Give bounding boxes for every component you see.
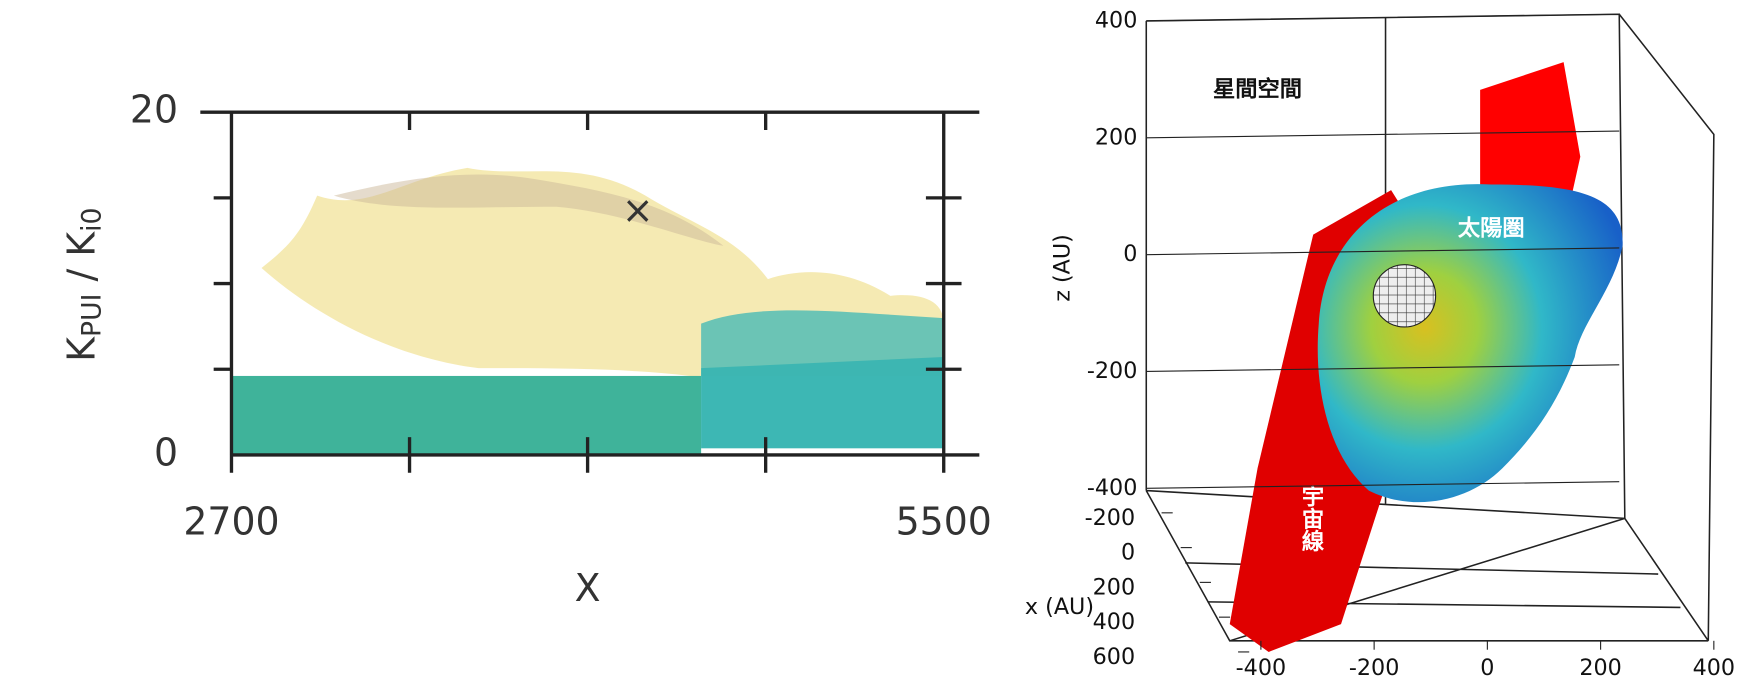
y-tick-label: 20: [130, 88, 178, 132]
sun-sphere: [1372, 264, 1437, 328]
x-tick-label: 5500: [896, 499, 992, 543]
x-tick-label: 2700: [183, 499, 279, 543]
background-band: [231, 375, 702, 455]
y-tick-label: 400: [1693, 655, 1735, 681]
pui-halo: [333, 174, 724, 246]
x-tick-label: 600: [1093, 644, 1135, 670]
z-grid-line: [1146, 364, 1620, 373]
z-tick-label: 200: [1095, 124, 1137, 150]
z-grid-line: [1146, 130, 1620, 139]
x-axis-label: X: [575, 566, 601, 610]
y-tick-label: -400: [1236, 655, 1287, 681]
y-axis-label: KPUI / Ki0: [59, 208, 107, 362]
right-panel: 星間空間 太陽圏 宇宙線 z (AU) x (AU) 400 200 0 -200 -4…: [1025, 7, 1735, 681]
y-tick-label: -200: [1349, 655, 1400, 681]
left-panel: × X KPUI / Ki0 2700 5500 0 20: [59, 88, 992, 611]
z-grid-line: [1146, 13, 1620, 22]
frame: [200, 110, 980, 457]
z-tick-label: 0: [1123, 241, 1137, 267]
x-tick-label: 200: [1093, 574, 1135, 600]
y-tick-label: 200: [1579, 655, 1621, 681]
z-tick-label: -400: [1087, 475, 1137, 501]
label-bg: [1151, 58, 1366, 120]
x-tick-label: 400: [1093, 609, 1135, 635]
annotation: 星間空間: [1213, 75, 1302, 102]
y-tick-label: 0: [154, 430, 178, 474]
x-axis-label: x (AU): [1025, 594, 1094, 620]
annotation: 宇宙線: [1298, 485, 1324, 553]
z-grid-line: [1146, 247, 1620, 256]
shock-core: [701, 357, 944, 449]
heliosphere: [1317, 184, 1623, 503]
annotation: 太陽圏: [1458, 216, 1525, 242]
x-tick-label: 0: [1121, 540, 1135, 566]
z-axis-label: z (AU): [1049, 234, 1075, 302]
z-grid-line: [1146, 481, 1620, 489]
z-tick-label: -200: [1087, 358, 1137, 384]
marker-x: ×: [622, 188, 654, 232]
y-tick-label: 0: [1480, 655, 1494, 681]
z-tick-label: 400: [1095, 7, 1137, 33]
x-tick-label: -200: [1085, 505, 1135, 531]
